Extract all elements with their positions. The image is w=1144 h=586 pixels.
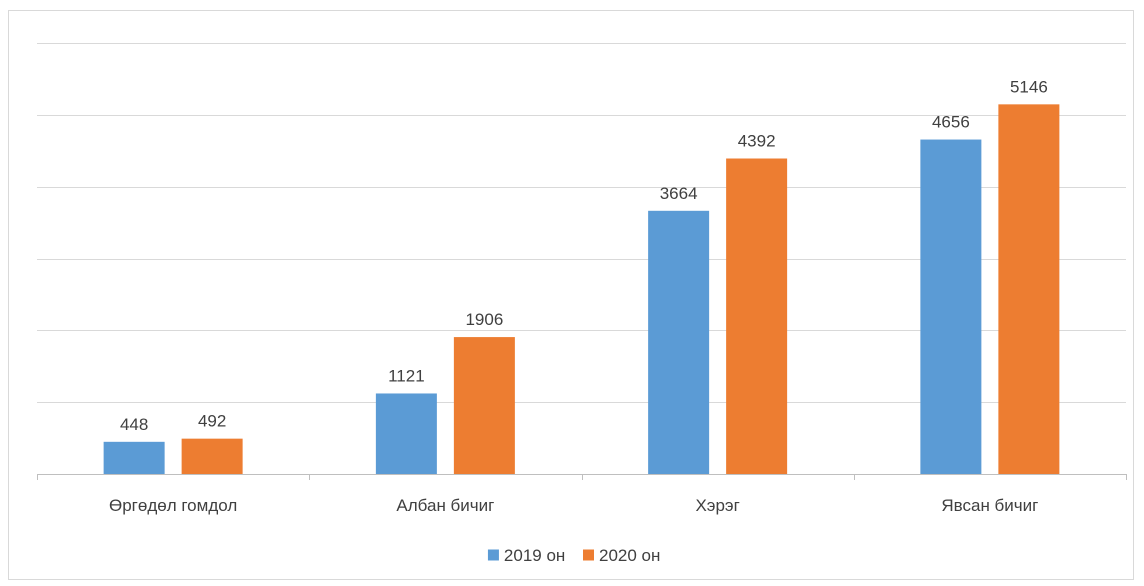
data-label: 492 xyxy=(198,412,226,431)
bar xyxy=(998,104,1060,474)
legend-swatch xyxy=(487,549,499,561)
bar xyxy=(181,438,243,474)
legend-label: 2020 он xyxy=(599,546,660,565)
data-label: 3664 xyxy=(660,184,698,203)
bar xyxy=(103,441,165,474)
data-label: 5146 xyxy=(1010,77,1048,96)
bar xyxy=(726,158,788,474)
bar xyxy=(375,393,437,474)
category-label: Хэрэг xyxy=(695,496,739,515)
data-label: 4392 xyxy=(738,132,776,151)
category-labels: Өргөдөл гомдол Албан бичиг Хэрэг Явсан бичи… xyxy=(109,496,1038,515)
data-labels: 448 492 1121 1906 3664 4392 4656 5146 xyxy=(120,77,1048,433)
x-axis xyxy=(37,474,1127,480)
category-label: Өргөдөл гомдол xyxy=(109,496,237,515)
legend-label: 2019 он xyxy=(504,546,565,565)
data-label: 1906 xyxy=(465,310,503,329)
data-label: 4656 xyxy=(932,113,970,132)
data-label: 1121 xyxy=(388,366,425,385)
bar xyxy=(453,337,515,474)
bar xyxy=(920,139,982,474)
bar xyxy=(648,210,710,474)
category-label: Явсан бичиг xyxy=(941,496,1038,515)
legend-swatch xyxy=(583,549,594,561)
bars xyxy=(103,104,1060,474)
data-label: 448 xyxy=(120,415,148,434)
category-label: Албан бичиг xyxy=(396,496,494,515)
legend: 2019 он 2020 он xyxy=(487,546,660,565)
